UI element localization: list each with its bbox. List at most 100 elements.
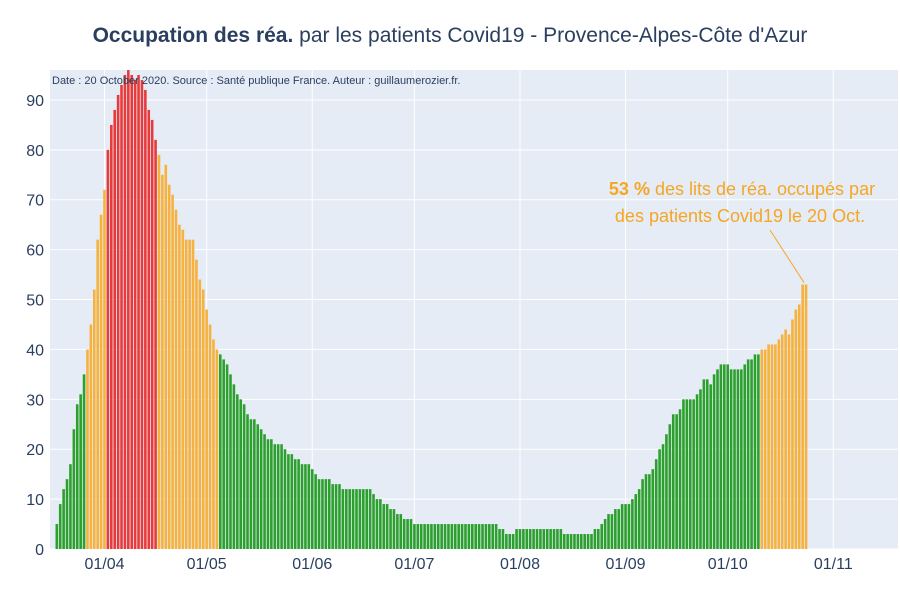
x-tick-label: 01/04 [84, 556, 124, 573]
bar [665, 434, 668, 549]
bar [331, 484, 334, 549]
annotation-line1: 53 % des lits de réa. occupés par [609, 179, 875, 199]
bar [590, 534, 593, 549]
bar [246, 414, 249, 549]
bar [552, 529, 556, 549]
bar [259, 429, 263, 549]
bar [770, 344, 774, 549]
bar [280, 444, 283, 549]
bar [416, 524, 420, 549]
bar [562, 534, 566, 549]
bar [648, 474, 651, 549]
bar [127, 70, 130, 549]
bar [147, 109, 151, 550]
bar [729, 369, 733, 550]
bar [406, 519, 409, 549]
bar [113, 109, 116, 550]
bar [617, 509, 621, 549]
x-tick-label: 01/08 [500, 556, 540, 573]
bar [161, 174, 164, 549]
bar [218, 354, 222, 549]
bar [559, 529, 563, 549]
bar [794, 309, 798, 549]
bar [620, 504, 624, 549]
bar [256, 424, 260, 549]
bar [556, 529, 559, 549]
bar [522, 529, 525, 549]
bar [270, 439, 273, 549]
bar [144, 89, 147, 550]
bar [549, 529, 552, 549]
bar [682, 399, 685, 549]
bar [62, 489, 65, 550]
bar [79, 394, 82, 549]
bar [174, 209, 178, 549]
y-tick-label: 60 [26, 243, 44, 260]
bar [569, 534, 573, 549]
bar [508, 534, 512, 549]
bar [804, 284, 808, 549]
bar [791, 319, 794, 549]
bar [171, 194, 174, 550]
bar [658, 449, 661, 549]
bar [164, 164, 168, 550]
y-tick-label: 70 [26, 193, 44, 210]
bar [631, 499, 634, 549]
bar [96, 239, 99, 549]
bar [120, 84, 123, 549]
bar [362, 489, 365, 550]
bar [583, 534, 586, 549]
bar [287, 454, 290, 549]
bar [72, 429, 76, 549]
bar [75, 404, 79, 549]
bar [348, 489, 351, 550]
bar [239, 399, 243, 549]
bar [750, 359, 753, 549]
bar [661, 444, 665, 549]
bar [702, 379, 706, 549]
bar [225, 364, 229, 549]
bar [290, 454, 294, 549]
bar [276, 444, 280, 549]
bar [685, 399, 689, 549]
y-tick-label: 90 [26, 93, 44, 110]
bar [637, 489, 641, 550]
bar [634, 494, 638, 549]
bar [573, 534, 576, 549]
bar [99, 214, 103, 549]
bar [607, 514, 610, 549]
bar [447, 524, 450, 549]
bar [317, 479, 321, 549]
bar [450, 524, 454, 549]
bar [787, 334, 791, 549]
bar [746, 359, 750, 549]
gridlines [50, 70, 898, 550]
bar [443, 524, 447, 549]
bar [716, 369, 719, 550]
bar [505, 534, 508, 549]
bar [624, 504, 627, 549]
bar [651, 469, 655, 549]
bar [133, 79, 137, 549]
y-tick-label: 20 [26, 442, 44, 459]
bar [137, 74, 140, 550]
bar [511, 534, 515, 549]
y-tick-label: 80 [26, 143, 44, 160]
bar [150, 119, 154, 550]
bar [528, 529, 532, 549]
chart-title-rest: par les patients Covid19 - Provence-Alpe… [293, 24, 808, 47]
bar [515, 529, 518, 549]
bar [419, 524, 423, 549]
bar [709, 384, 712, 549]
bar [300, 464, 304, 549]
y-tick-label: 30 [26, 392, 44, 409]
bar [345, 489, 348, 550]
bar [351, 489, 355, 550]
bar [780, 334, 784, 549]
bar [695, 394, 699, 549]
bar [539, 529, 542, 549]
bar [392, 509, 396, 549]
bar [488, 524, 491, 549]
bar [334, 484, 338, 549]
x-tick-label: 01/10 [708, 556, 748, 573]
